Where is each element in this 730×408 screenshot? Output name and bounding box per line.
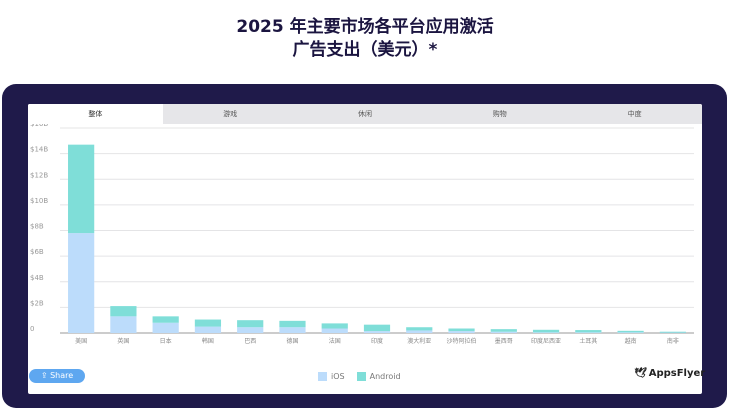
bar-android <box>448 328 475 332</box>
bar-android <box>279 320 306 328</box>
x-tick-label: 越南 <box>625 337 637 345</box>
bar-android <box>110 306 137 317</box>
tab-shopping[interactable]: 购物 <box>492 110 507 118</box>
bar-android <box>659 331 686 333</box>
bar-chart: 0 $2B $4B $6B $8B $10B $12B $14B $16B 美国 英国 日本 韩国 巴西 德… <box>30 124 694 345</box>
bar-ios <box>532 332 560 333</box>
legend-label-android: Android <box>369 372 401 381</box>
chart-panel: 整体 游戏 休闲 购物 中度 0 $2B $4B $6B $8B $10B $12B $14B… <box>28 104 702 394</box>
bar-ios <box>448 331 475 333</box>
tab-midcore[interactable]: 中度 <box>627 110 642 118</box>
y-tick-label: $12B <box>30 171 48 179</box>
bar-ios <box>152 322 179 333</box>
tab-casual[interactable]: 休闲 <box>357 110 372 118</box>
appsflyer-bird-icon: 🕊 <box>634 368 647 379</box>
y-tick-label: $6B <box>30 248 44 256</box>
y-tick-label: $8B <box>30 223 44 231</box>
x-tick-label: 墨西哥 <box>495 338 513 345</box>
x-tick-label: 巴西 <box>244 338 256 345</box>
bar-android <box>532 329 560 333</box>
bar-android <box>237 320 264 328</box>
bar-android <box>490 329 517 332</box>
bar-ios <box>406 330 433 333</box>
bar-ios <box>490 331 517 333</box>
bar-ios <box>321 328 348 333</box>
bar-android <box>406 327 433 331</box>
x-tick-label: 法国 <box>329 337 341 345</box>
legend-label-ios: iOS <box>331 372 345 381</box>
tab-overall[interactable]: 整体 <box>28 104 163 124</box>
brand-label: AppsFlyer <box>648 368 706 379</box>
y-tick-label: 0 <box>30 325 34 333</box>
category-tabs: 整体 游戏 休闲 购物 中度 <box>28 104 702 124</box>
bar-ios <box>575 332 602 333</box>
legend-item-android[interactable]: Android <box>356 372 401 381</box>
x-tick-label: 英国 <box>117 337 129 345</box>
tab-games[interactable]: 游戏 <box>223 110 238 118</box>
x-tick-label: 南非 <box>667 337 679 345</box>
x-tick-label: 韩国 <box>202 337 214 345</box>
x-tick-label: 澳大利亚 <box>407 337 431 345</box>
legend-swatch-android <box>356 372 366 381</box>
legend: iOS Android <box>318 372 401 381</box>
bar-ios <box>279 327 306 333</box>
bar-ios <box>363 331 391 333</box>
x-tick-label: 沙特阿拉伯 <box>447 337 477 345</box>
x-tick-label: 土耳其 <box>579 337 597 345</box>
chart-title-line2: 广告支出（美元）* <box>292 40 438 60</box>
bar-ios <box>110 316 137 333</box>
bar-ios <box>237 327 264 333</box>
bar-android <box>68 144 95 234</box>
x-tick-label: 德国 <box>286 337 298 345</box>
y-tick-label: $2B <box>30 299 44 307</box>
y-tick-label: $16B <box>30 124 48 128</box>
x-tick-label: 印度 <box>371 337 383 345</box>
x-tick-label: 日本 <box>160 337 172 345</box>
bar-ios <box>617 332 644 333</box>
chart-frame: 整体 游戏 休闲 购物 中度 0 $2B $4B $6B $8B $10B $12B $14B… <box>2 84 727 408</box>
bar-android <box>194 319 222 327</box>
x-tick-label: 美国 <box>75 337 87 345</box>
legend-swatch-ios <box>318 372 327 381</box>
legend-item-ios[interactable]: iOS <box>318 372 345 381</box>
chart-title-line1: 2025 年主要市场各平台应用激活 <box>236 17 494 37</box>
bar-android <box>321 323 348 329</box>
bar-android <box>575 330 602 333</box>
x-tick-label: 印度尼西亚 <box>531 337 561 345</box>
bar-android <box>617 330 644 333</box>
y-tick-label: $10B <box>30 197 48 205</box>
y-tick-label: $4B <box>30 274 44 282</box>
y-tick-label: $14B <box>30 146 48 154</box>
bar-android <box>152 316 179 323</box>
appsflyer-logo: 🕊 AppsFlyer <box>634 368 705 379</box>
bar-android <box>363 324 391 332</box>
bar-ios <box>194 326 222 333</box>
bar-ios <box>68 233 95 333</box>
share-button[interactable]: ⇪ Share <box>29 369 85 383</box>
